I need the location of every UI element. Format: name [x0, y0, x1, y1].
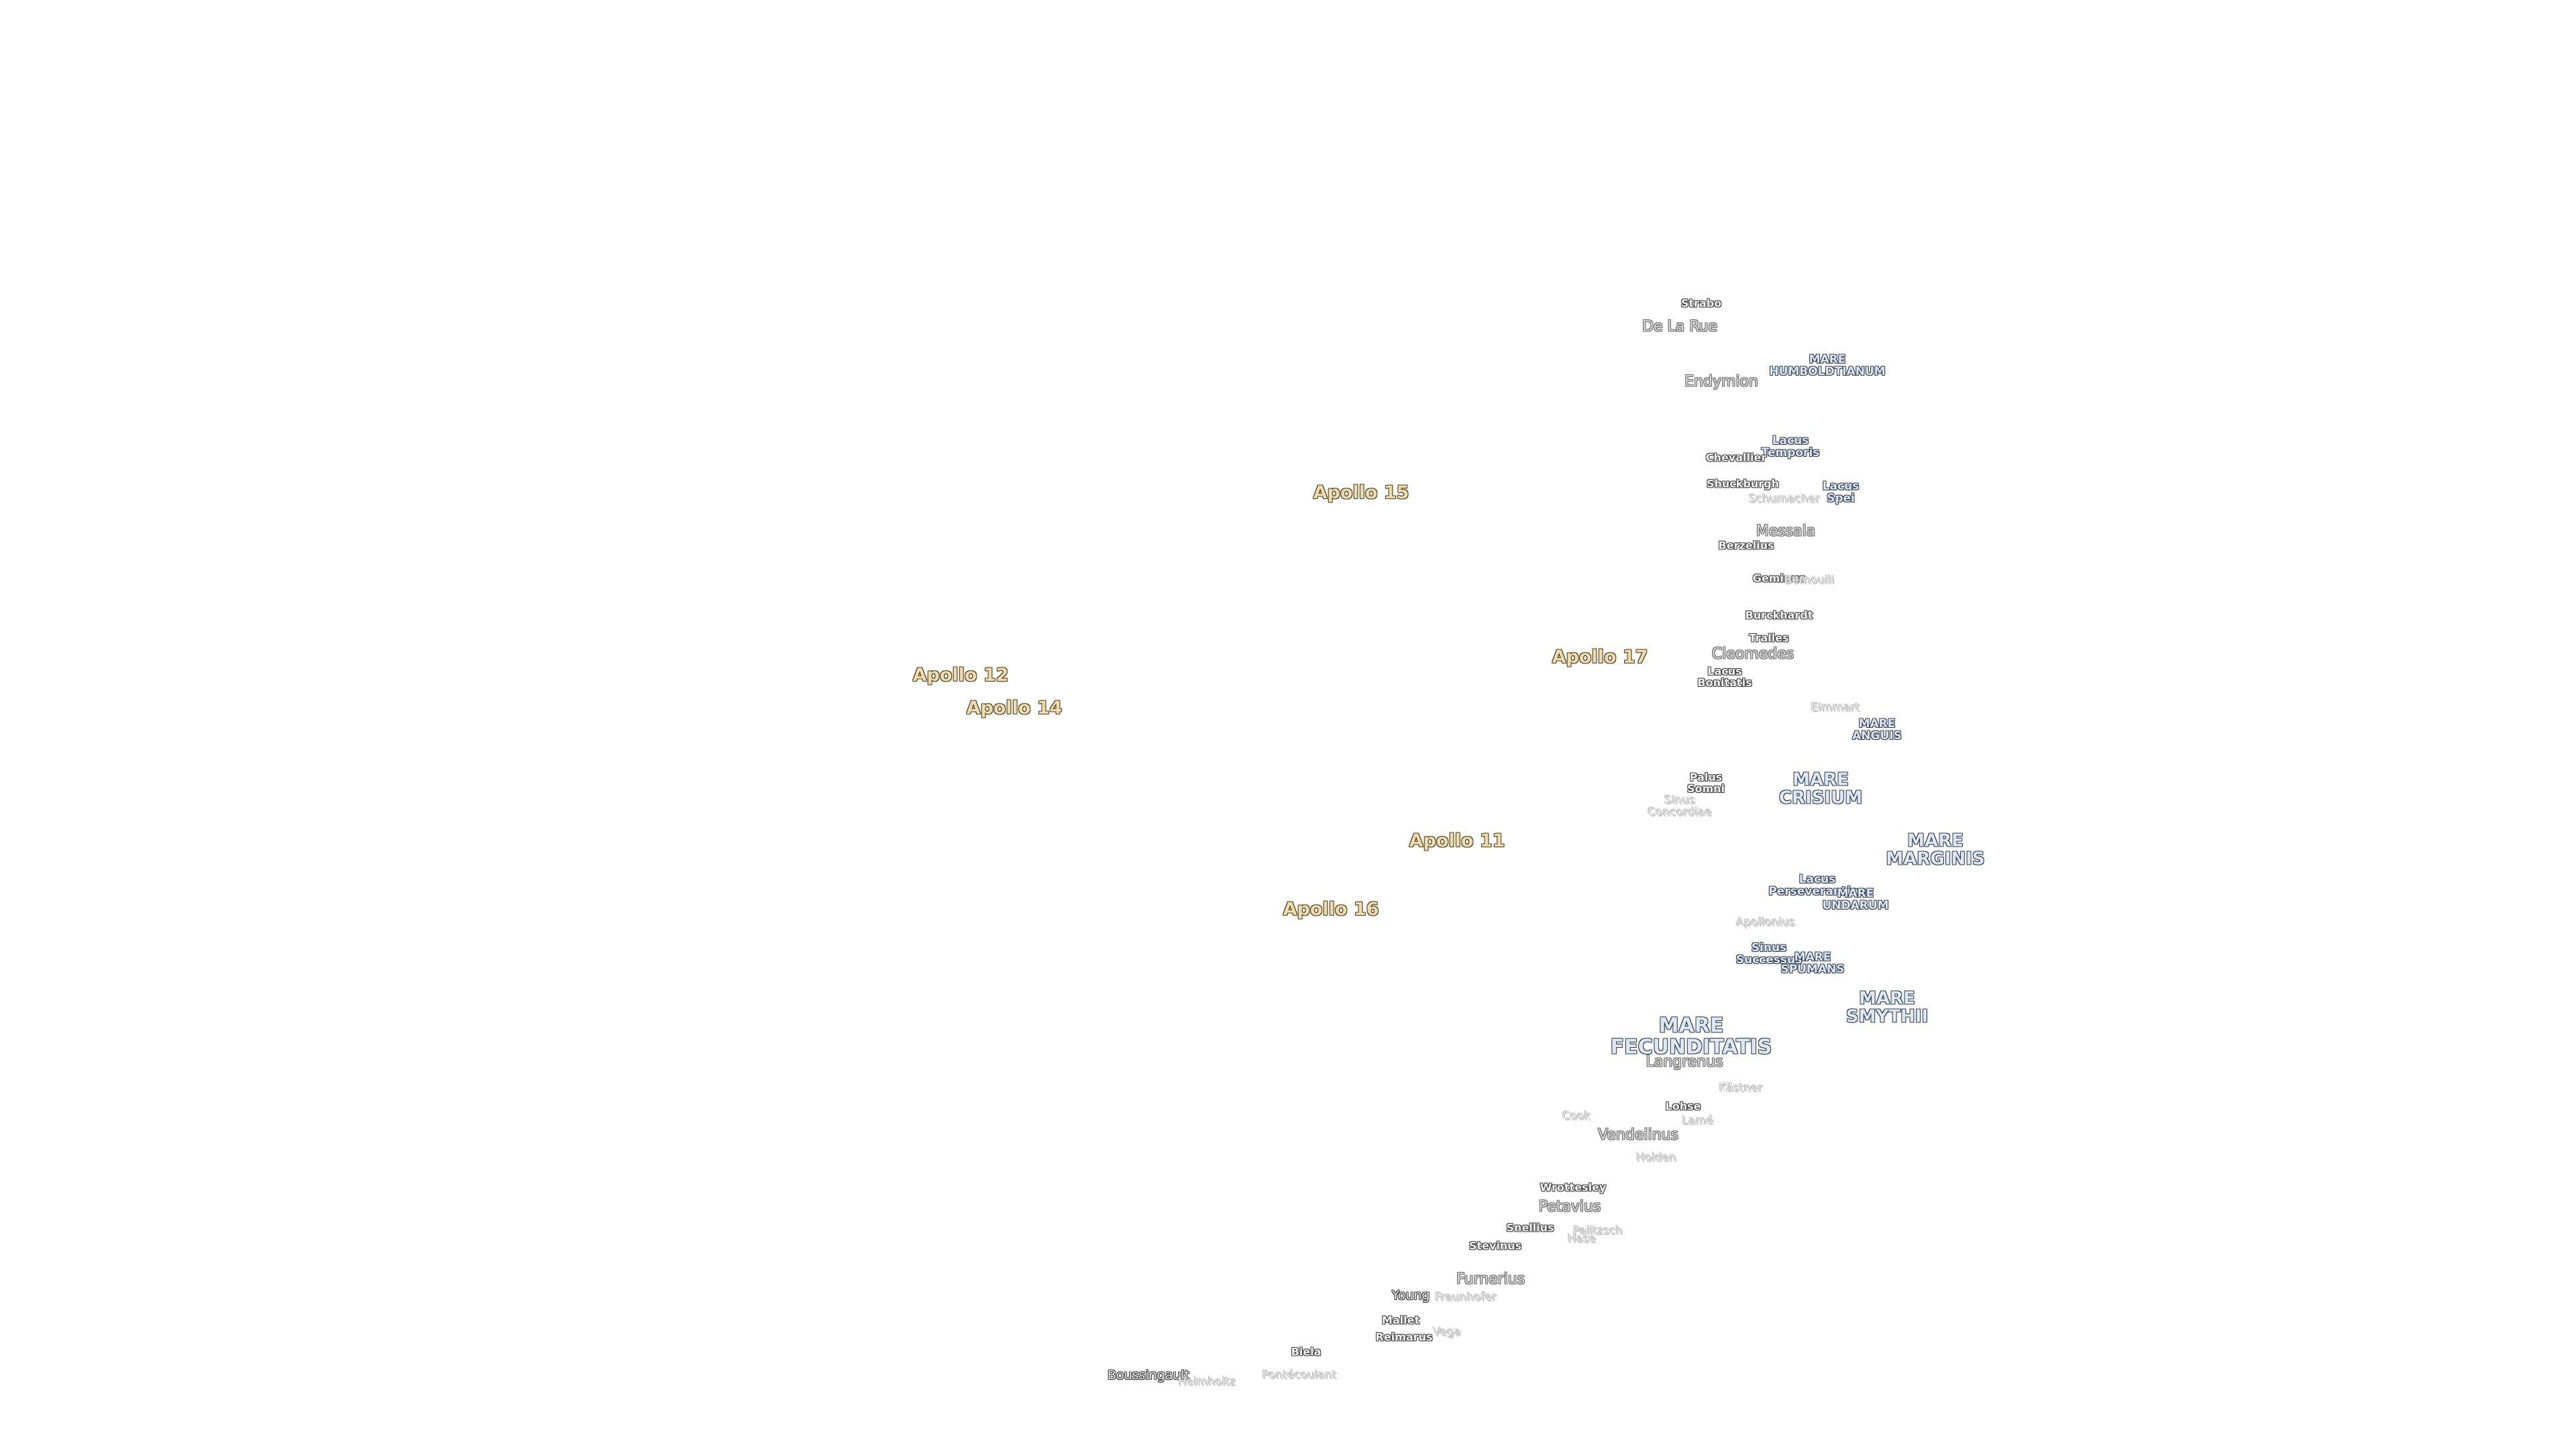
crater-label: Eimmart: [1811, 701, 1860, 715]
crater-label: Kästner: [1719, 1081, 1763, 1095]
mare-label: Lacus Perseverantiae: [1768, 873, 1866, 898]
crater-label: Helmholtz: [1177, 1375, 1236, 1389]
crater-label: De La Rue: [1642, 318, 1717, 335]
crater-label: Geminus: [1752, 572, 1806, 585]
crater-label: Furnerius: [1456, 1271, 1525, 1288]
crater-label: Fraunhofer: [1434, 1291, 1497, 1305]
landing-site-label: Apollo 16: [1283, 898, 1379, 920]
crater-label: Vega: [1433, 1326, 1461, 1340]
crater-label: Snellius: [1506, 1221, 1554, 1234]
crater-label: Hase: [1567, 1232, 1597, 1246]
crater-label: Messala: [1756, 523, 1816, 540]
landing-site-label: Apollo 17: [1552, 646, 1648, 667]
landing-site-label: Apollo 14: [966, 697, 1063, 718]
crater-label: Cleomedes: [1711, 645, 1794, 663]
crater-label: Chevallier: [1705, 451, 1767, 464]
crater-label: Lamé: [1682, 1114, 1714, 1128]
crater-label: Apollonius: [1736, 916, 1795, 930]
crater-label: Lohse: [1665, 1099, 1701, 1113]
crater-label: Holden: [1636, 1151, 1676, 1165]
landing-site-label: Apollo 11: [1409, 830, 1505, 851]
crater-label: Lacus Bonitatis: [1697, 665, 1752, 689]
mare-label: MARE UNDARUM: [1822, 887, 1889, 912]
mare-label: MARE ANGUIS: [1852, 717, 1902, 743]
crater-label: Stevinus: [1468, 1239, 1522, 1252]
crater-label: Tralles: [1749, 631, 1789, 645]
crater-label: Schumacher: [1748, 492, 1821, 506]
crater-label: Biela: [1291, 1345, 1322, 1358]
mare-label: MARE FECUNDITATIS: [1610, 1014, 1772, 1059]
crater-label: Strabo: [1680, 297, 1722, 310]
landing-site-label: Apollo 12: [912, 664, 1009, 686]
mare-label: Sinus Successus: [1735, 941, 1803, 967]
crater-label: Wrottesley: [1540, 1181, 1607, 1194]
mare-label: MARE SMYTHII: [1845, 988, 1929, 1027]
crater-label: Bernoulli: [1784, 574, 1835, 588]
crater-label: Pontécoulant: [1262, 1368, 1337, 1383]
mare-label: MARE MARGINIS: [1886, 830, 1985, 869]
crater-label: Palitzsch: [1573, 1224, 1623, 1238]
crater-label: Palus Somni: [1686, 771, 1725, 795]
mare-label: MARE SPUMANS: [1780, 951, 1845, 976]
crater-label: Burckhardt: [1745, 608, 1813, 622]
mare-label: MARE CRISIUM: [1778, 769, 1863, 808]
crater-label: Vendelinus: [1598, 1126, 1678, 1144]
crater-label: Young: [1391, 1288, 1430, 1303]
mare-label: MARE HUMBOLDTIANUM: [1769, 353, 1886, 378]
crater-label: Cook: [1562, 1110, 1591, 1124]
crater-label: Sinus Concordiae: [1648, 794, 1712, 819]
crater-label: Petavius: [1538, 1198, 1601, 1216]
crater-label: Mallet: [1381, 1313, 1420, 1327]
mare-label: Lacus Spei: [1822, 480, 1860, 505]
crater-label: Reimarus: [1375, 1330, 1433, 1344]
crater-label: Langrenus: [1646, 1053, 1723, 1071]
crater-label: Shuckburgh: [1706, 477, 1780, 490]
mare-label: Lacus Temporis: [1761, 434, 1820, 460]
landing-site-label: Apollo 15: [1313, 482, 1409, 503]
crater-label: Boussingault: [1107, 1368, 1190, 1383]
crater-label: Endymion: [1684, 373, 1758, 390]
crater-label: Berzelius: [1718, 539, 1774, 552]
